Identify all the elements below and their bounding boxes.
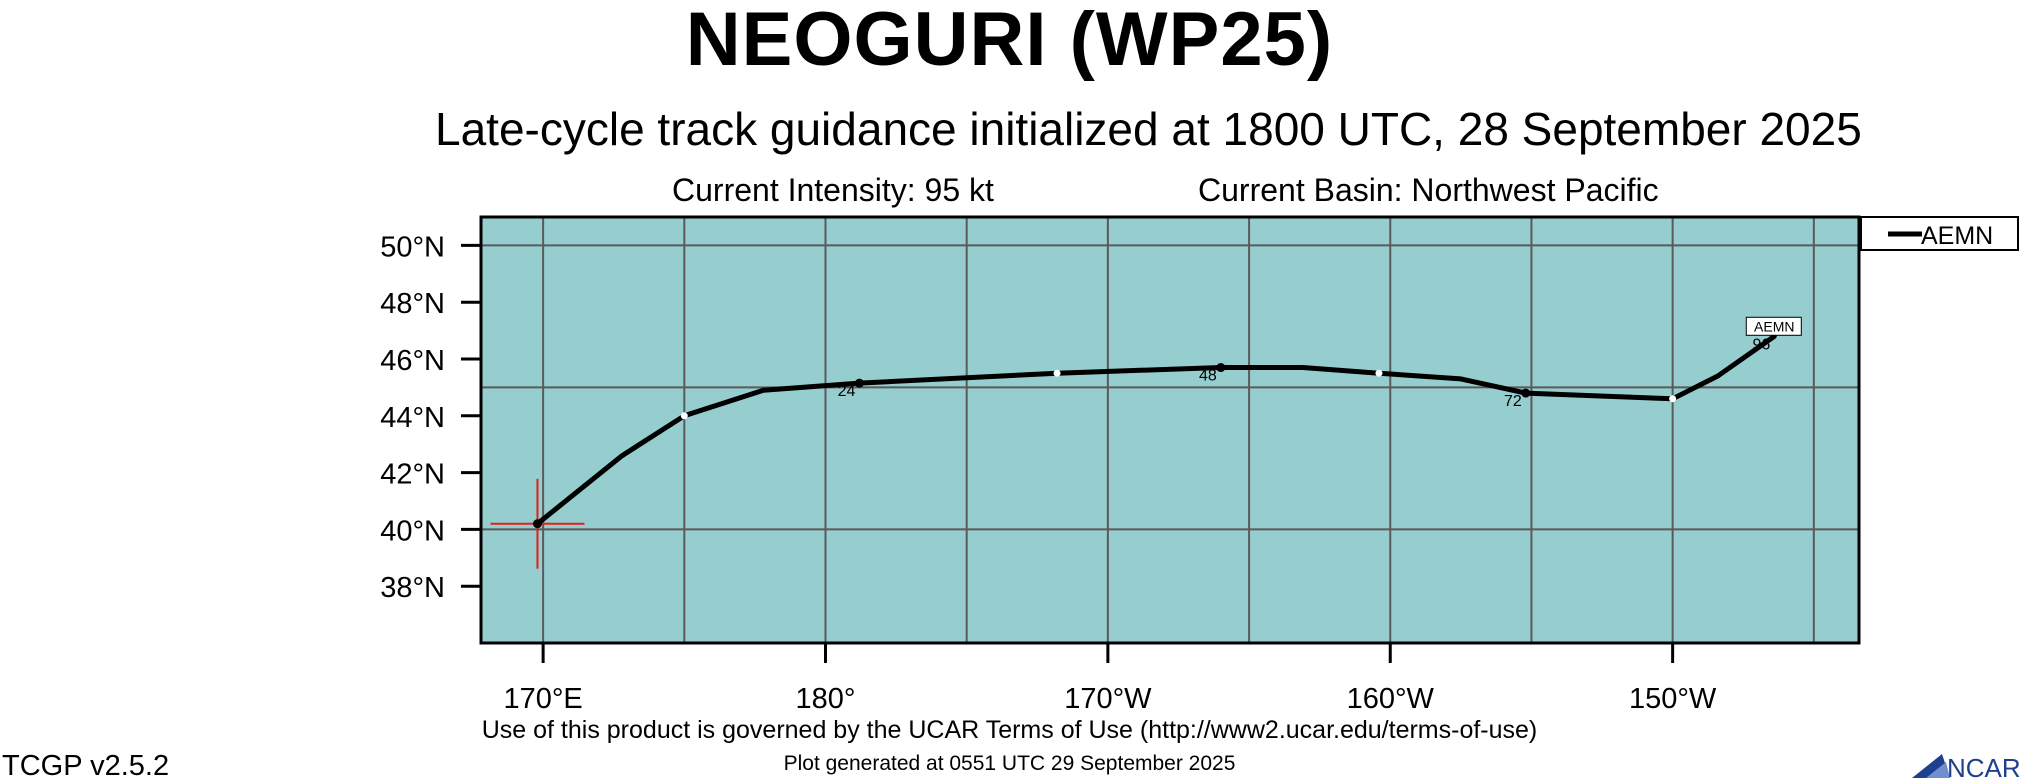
y-tick-label: 38°N <box>380 572 445 604</box>
x-tick-label: 180° <box>796 683 856 715</box>
track-point-marker <box>854 378 864 388</box>
page-title: NEOGURI (WP25) <box>685 0 1334 82</box>
legend: AEMN <box>1860 216 2019 251</box>
ncar-logo-swoosh-light <box>1926 762 1950 778</box>
y-tick-label: 46°N <box>380 345 445 377</box>
x-tick-label: 150°W <box>1629 683 1717 715</box>
forecast-hour-label: 24 <box>838 383 856 400</box>
current-basin: Current Basin: Northwest Pacific <box>1198 172 1659 208</box>
map-background <box>479 215 1861 645</box>
track-end-label: AEMN <box>1754 318 1794 334</box>
track-point-marker <box>1216 363 1226 373</box>
ncar-logo: NCAR <box>1912 753 2019 780</box>
forecast-hour-label: 48 <box>1199 368 1217 385</box>
y-tick-label: 42°N <box>380 459 445 491</box>
ncar-logo-text: NCAR <box>1947 753 2019 780</box>
map-frame <box>479 215 1861 645</box>
track-point-marker <box>1053 369 1061 377</box>
track-line-aemn <box>535 333 1777 527</box>
track-point-marker <box>532 519 542 529</box>
terms-of-use-text: Use of this product is governed by the U… <box>481 716 1538 744</box>
forecast-hour-label: 96 <box>1752 336 1770 353</box>
x-tick-label: 170°E <box>503 683 582 715</box>
current-intensity: Current Intensity: 95 kt <box>672 172 994 208</box>
y-tick-label: 40°N <box>380 515 445 547</box>
track-point-marker <box>1669 395 1677 403</box>
legend-label-aemn: AEMN <box>1921 222 1993 250</box>
y-axis: 38°N 40°N 42°N 44°N 46°N 48°N 50°N <box>380 231 481 604</box>
x-tick-label: 160°W <box>1347 683 1435 715</box>
x-axis: 170°E 180° 170°W 160°W 150°W <box>503 643 1717 715</box>
track-point-marker <box>1521 388 1531 398</box>
version-label: TCGP v2.5.2 <box>2 750 170 782</box>
forecast-hour-label: 72 <box>1504 393 1522 410</box>
subtitle: Late-cycle track guidance initialized at… <box>435 103 1862 155</box>
track-point-marker <box>680 412 688 420</box>
y-tick-label: 44°N <box>380 402 445 434</box>
map-grid <box>481 217 1859 643</box>
x-tick-label: 170°W <box>1064 683 1152 715</box>
y-tick-label: 48°N <box>380 288 445 320</box>
track-end-label-box <box>1745 316 1802 336</box>
plot-generated-text: Plot generated at 0551 UTC 29 September … <box>783 752 1236 775</box>
legend-box <box>1860 216 2019 251</box>
y-tick-label: 50°N <box>380 231 445 263</box>
track-point-marker <box>1375 369 1383 377</box>
track-series: 24 48 72 96 AEMN <box>532 316 1802 529</box>
